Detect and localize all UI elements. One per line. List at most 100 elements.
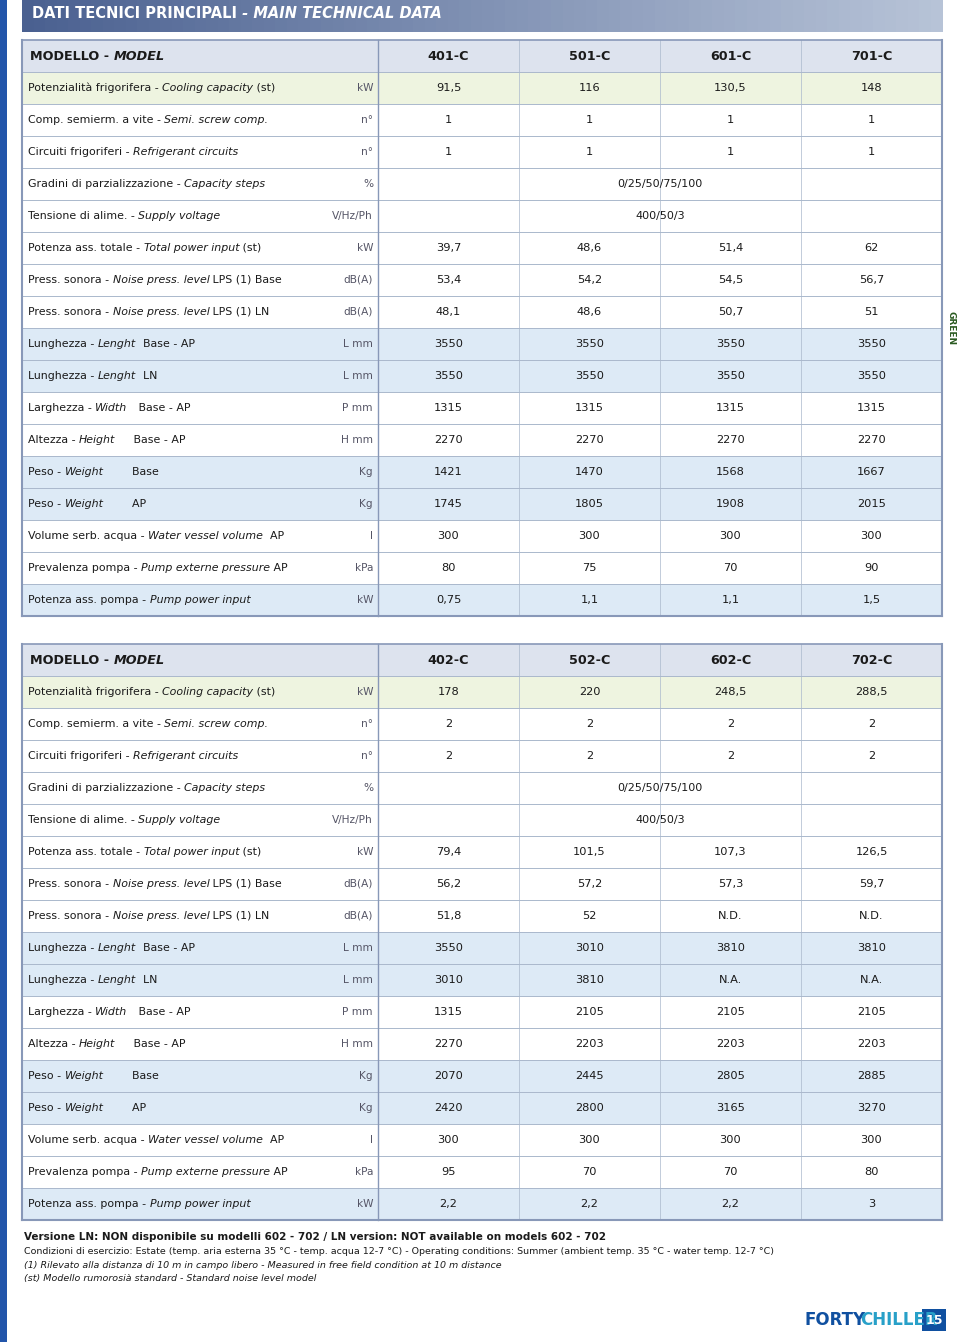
Text: 402-C: 402-C — [428, 654, 469, 667]
Text: MODELLO -: MODELLO - — [30, 654, 113, 667]
Text: LPS (1) LN: LPS (1) LN — [209, 307, 270, 317]
Text: 1745: 1745 — [434, 499, 463, 509]
Bar — [355, 0, 368, 32]
Text: Capacity steps: Capacity steps — [184, 178, 265, 189]
Text: 1: 1 — [727, 115, 734, 125]
Bar — [22, 0, 34, 32]
Text: 56,7: 56,7 — [859, 275, 884, 285]
Text: 62: 62 — [864, 243, 878, 254]
Text: 2203: 2203 — [716, 1039, 745, 1049]
Text: kPa: kPa — [354, 1168, 373, 1177]
Text: Versione LN: NON disponibile su modelli 602 - 702 / LN version: NOT available on: Versione LN: NON disponibile su modelli … — [24, 1232, 606, 1241]
Text: kW: kW — [356, 687, 373, 696]
Text: FORTY: FORTY — [805, 1311, 866, 1329]
Text: Noise press. level: Noise press. level — [112, 275, 209, 285]
Text: Larghezza -: Larghezza - — [28, 1006, 95, 1017]
Text: V/Hz/Ph: V/Hz/Ph — [332, 211, 373, 221]
Text: 3550: 3550 — [857, 370, 886, 381]
Text: 2105: 2105 — [857, 1006, 886, 1017]
Bar — [551, 0, 563, 32]
Text: 501-C: 501-C — [569, 50, 611, 63]
Bar — [22, 456, 942, 488]
Text: 48,6: 48,6 — [577, 307, 602, 317]
Text: 107,3: 107,3 — [714, 847, 747, 858]
Text: Potenzialità frigorifera -: Potenzialità frigorifera - — [28, 83, 162, 93]
Bar — [838, 0, 851, 32]
Text: 1,5: 1,5 — [862, 595, 880, 605]
Text: 2: 2 — [444, 752, 452, 761]
Bar — [34, 0, 45, 32]
Text: dB(A): dB(A) — [344, 275, 373, 285]
Text: 2,2: 2,2 — [581, 1198, 598, 1209]
Text: Lenght: Lenght — [98, 976, 136, 985]
Bar — [22, 552, 942, 584]
Text: 51,8: 51,8 — [436, 911, 461, 921]
Text: (st): (st) — [253, 687, 276, 696]
Text: 2070: 2070 — [434, 1071, 463, 1082]
Text: - MAIN TECHNICAL DATA: - MAIN TECHNICAL DATA — [237, 7, 442, 21]
Text: Peso -: Peso - — [28, 467, 64, 476]
Text: MODELLO -: MODELLO - — [30, 50, 113, 63]
Text: 1568: 1568 — [716, 467, 745, 476]
Text: 1315: 1315 — [716, 403, 745, 413]
Text: 116: 116 — [579, 83, 600, 93]
Bar — [528, 0, 540, 32]
Text: 220: 220 — [579, 687, 600, 696]
Text: 56,2: 56,2 — [436, 879, 461, 888]
Bar — [22, 772, 942, 804]
Bar — [22, 1188, 942, 1220]
Text: Height: Height — [79, 435, 115, 446]
Text: H mm: H mm — [341, 1039, 373, 1049]
Text: Pump power input: Pump power input — [150, 1198, 251, 1209]
Text: 3010: 3010 — [434, 976, 463, 985]
Text: 2270: 2270 — [575, 435, 604, 446]
Bar — [172, 0, 183, 32]
Text: 3550: 3550 — [716, 340, 745, 349]
Text: 300: 300 — [438, 531, 460, 541]
Text: Pump externe pressure: Pump externe pressure — [141, 1168, 270, 1177]
Bar — [689, 0, 701, 32]
Bar — [516, 0, 529, 32]
Text: Lunghezza -: Lunghezza - — [28, 340, 98, 349]
Text: AP: AP — [263, 531, 284, 541]
Text: P mm: P mm — [343, 403, 373, 413]
Text: Prevalenza pompa -: Prevalenza pompa - — [28, 1168, 141, 1177]
Text: Larghezza -: Larghezza - — [28, 403, 95, 413]
Bar — [540, 0, 551, 32]
Bar — [22, 168, 942, 200]
Text: 51: 51 — [864, 307, 878, 317]
Text: Condizioni di esercizio: Estate (temp. aria esterna 35 °C - temp. acqua 12-7 °C): Condizioni di esercizio: Estate (temp. a… — [24, 1247, 774, 1256]
Text: 1470: 1470 — [575, 467, 604, 476]
Text: AP: AP — [104, 499, 146, 509]
Bar — [493, 0, 506, 32]
Text: %: % — [363, 178, 373, 189]
Bar — [195, 0, 206, 32]
Text: Press. sonora -: Press. sonora - — [28, 275, 112, 285]
Text: 2203: 2203 — [857, 1039, 886, 1049]
Text: 1421: 1421 — [434, 467, 463, 476]
Text: Weight: Weight — [64, 1103, 104, 1113]
Text: Circuiti frigoriferi -: Circuiti frigoriferi - — [28, 752, 133, 761]
Text: 1: 1 — [868, 148, 876, 157]
Text: VWA
GREEN: VWA GREEN — [947, 311, 960, 345]
Text: V/Hz/Ph: V/Hz/Ph — [332, 815, 373, 825]
Bar — [22, 264, 942, 297]
Text: 2445: 2445 — [575, 1071, 604, 1082]
Text: (st): (st) — [239, 847, 261, 858]
Text: 90: 90 — [864, 564, 878, 573]
Bar — [563, 0, 574, 32]
Bar — [666, 0, 678, 32]
Text: 1315: 1315 — [434, 1006, 463, 1017]
Text: 48,6: 48,6 — [577, 243, 602, 254]
Bar — [22, 297, 942, 327]
Bar — [724, 0, 735, 32]
Text: Comp. semierm. a vite -: Comp. semierm. a vite - — [28, 719, 164, 729]
Text: CHILLER: CHILLER — [860, 1311, 938, 1329]
Text: n°: n° — [361, 719, 373, 729]
Text: 602-C: 602-C — [709, 654, 751, 667]
Text: 126,5: 126,5 — [855, 847, 888, 858]
Bar — [22, 392, 942, 424]
Text: Lenght: Lenght — [98, 370, 136, 381]
Text: 51,4: 51,4 — [718, 243, 743, 254]
Text: Kg: Kg — [359, 1071, 373, 1082]
